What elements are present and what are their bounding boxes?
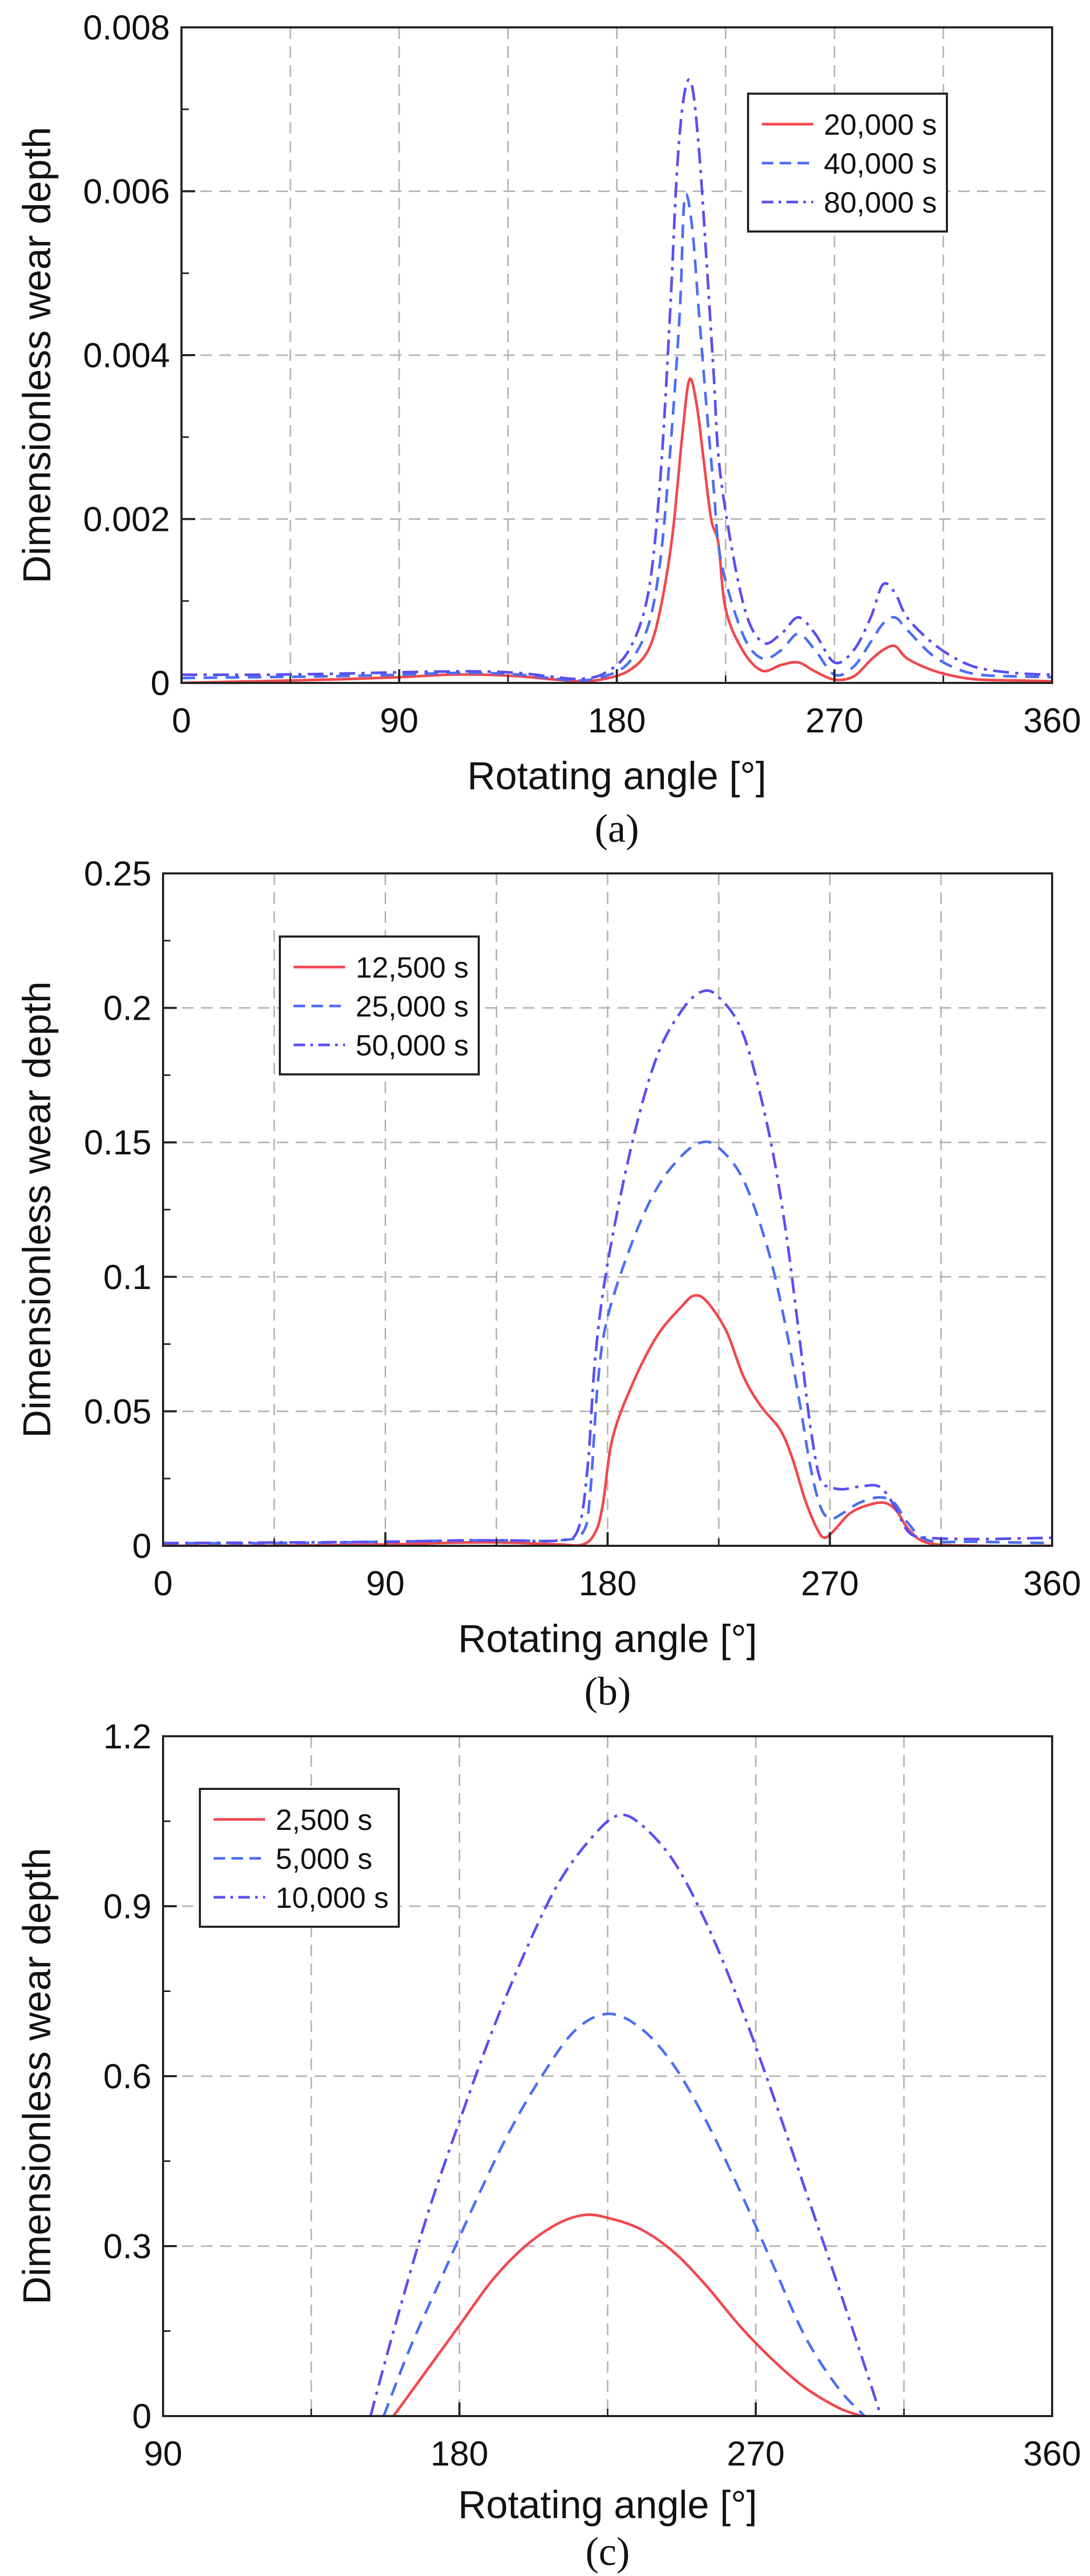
panel-label: (b) bbox=[584, 1669, 631, 1714]
y-tick-label: 0.25 bbox=[84, 854, 152, 893]
y-axis-label: Dimensionless wear depth bbox=[15, 1848, 59, 2305]
series-line-3 bbox=[181, 78, 1052, 681]
series-group bbox=[181, 78, 1052, 683]
series-group bbox=[163, 989, 1052, 1546]
legend-label-2: 40,000 s bbox=[824, 147, 937, 180]
x-tick-label: 360 bbox=[1023, 1564, 1081, 1603]
y-tick-label: 0.9 bbox=[103, 1887, 152, 1926]
legend-label-1: 20,000 s bbox=[824, 108, 937, 141]
x-tick-label: 180 bbox=[588, 701, 645, 740]
legend-label-3: 80,000 s bbox=[824, 186, 937, 219]
legend: 12,500 s 25,000 s 50,000 s bbox=[279, 935, 480, 1075]
x-tick-label: 360 bbox=[1023, 701, 1081, 740]
x-axis-label: Rotating angle [°] bbox=[458, 2483, 758, 2527]
y-tick-label: 1.2 bbox=[103, 1717, 152, 1756]
series-line-2 bbox=[181, 193, 1052, 682]
y-tick-label: 0.004 bbox=[83, 336, 170, 375]
series-group bbox=[369, 1813, 882, 2416]
x-tick-label: 270 bbox=[805, 701, 863, 740]
series-line-1 bbox=[181, 377, 1052, 683]
x-tick-label: 90 bbox=[144, 2434, 182, 2473]
series-line-1 bbox=[163, 1294, 1052, 1546]
legend-label-2: 25,000 s bbox=[356, 990, 469, 1023]
y-tick-label: 0.15 bbox=[84, 1123, 152, 1162]
x-tick-label: 90 bbox=[380, 701, 418, 740]
legend-label-1: 2,500 s bbox=[276, 1803, 372, 1836]
y-tick-label: 0.6 bbox=[103, 2057, 152, 2096]
panel-label: (a) bbox=[594, 807, 639, 851]
series-line-2 bbox=[382, 2012, 866, 2416]
chart-panel-a: 0 90 180 270 360 0 0.002 0.004 0.006 0.008 Rotatin… bbox=[15, 8, 1082, 851]
y-tick-label: 0.1 bbox=[103, 1257, 152, 1296]
x-tick-label: 0 bbox=[172, 701, 191, 740]
y-tick-label: 0.008 bbox=[83, 8, 170, 47]
x-tick-label: 0 bbox=[154, 1564, 173, 1603]
y-axis-label: Dimensionless wear depth bbox=[15, 981, 59, 1438]
chart-panel-c: 90 180 270 360 0 0.3 0.6 0.9 1.2 Rotating angle [… bbox=[15, 1717, 1082, 2574]
series-line-1 bbox=[392, 2213, 862, 2416]
y-tick-label: 0 bbox=[132, 2397, 152, 2436]
y-tick-label: 0.05 bbox=[84, 1392, 152, 1431]
x-tick-label: 360 bbox=[1023, 2434, 1081, 2473]
x-tick-label: 270 bbox=[801, 1564, 859, 1603]
chart-panel-b: 0 90 180 270 360 0 0.05 0.1 0.15 0.2 0.25 Rotating … bbox=[15, 854, 1082, 1714]
y-tick-label: 0 bbox=[150, 663, 170, 702]
panel-label: (c) bbox=[586, 2530, 630, 2574]
series-line-3 bbox=[369, 1813, 882, 2416]
x-axis-label: Rotating angle [°] bbox=[458, 1617, 758, 1661]
x-axis-label: Rotating angle [°] bbox=[467, 754, 766, 798]
legend-label-2: 5,000 s bbox=[276, 1842, 372, 1875]
x-tick-label: 180 bbox=[579, 1564, 637, 1603]
y-tick-label: 0.3 bbox=[103, 2227, 152, 2266]
series-line-2 bbox=[163, 1140, 1052, 1545]
x-tick-label: 90 bbox=[366, 1564, 405, 1603]
x-tick-label: 270 bbox=[727, 2434, 785, 2473]
y-axis-label: Dimensionless wear depth bbox=[15, 127, 59, 583]
legend-label-1: 12,500 s bbox=[356, 951, 469, 984]
y-tick-label: 0.006 bbox=[83, 172, 170, 211]
legend-label-3: 10,000 s bbox=[276, 1881, 389, 1914]
series-line-3 bbox=[163, 989, 1052, 1545]
legend: 20,000 s 40,000 s 80,000 s bbox=[747, 93, 948, 233]
y-tick-label: 0.002 bbox=[83, 500, 170, 539]
legend: 2,500 s 5,000 s 10,000 s bbox=[199, 1788, 400, 1928]
legend-label-3: 50,000 s bbox=[356, 1029, 469, 1062]
y-tick-label: 0 bbox=[132, 1526, 152, 1565]
x-tick-label: 180 bbox=[430, 2434, 488, 2473]
y-tick-label: 0.2 bbox=[103, 989, 152, 1028]
